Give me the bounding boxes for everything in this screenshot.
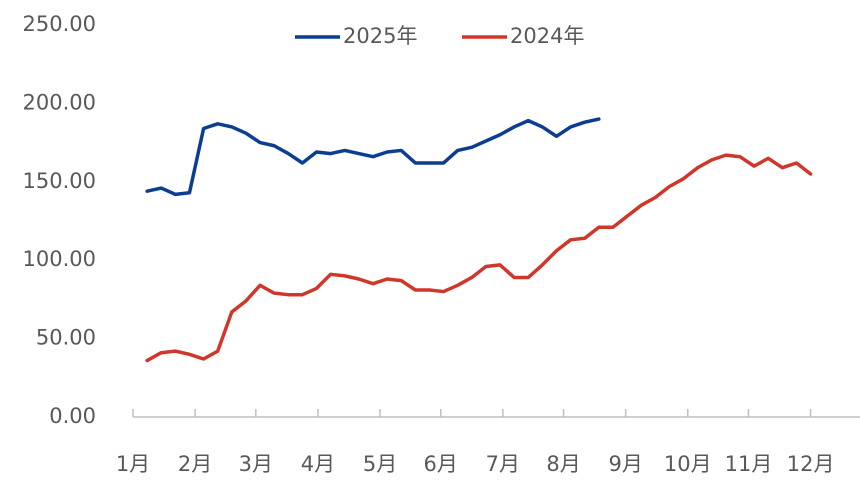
x-tick-label: 3月 bbox=[239, 452, 273, 476]
x-tick-label: 1月 bbox=[116, 452, 150, 476]
x-tick-label: 12月 bbox=[787, 452, 835, 476]
line bbox=[145, 153, 813, 363]
y-tick-label: 100.00 bbox=[23, 247, 96, 271]
x-tick-label: 8月 bbox=[546, 452, 580, 476]
y-tick-label: 50.00 bbox=[36, 326, 96, 350]
line bbox=[145, 117, 601, 197]
y-tick-label: 200.00 bbox=[23, 90, 96, 114]
x-tick-label: 9月 bbox=[608, 452, 642, 476]
x-tick-label: 4月 bbox=[301, 452, 335, 476]
x-tick-label: 2月 bbox=[178, 452, 212, 476]
legend-label: 2024年 bbox=[510, 24, 584, 48]
y-tick-label: 150.00 bbox=[23, 169, 96, 193]
x-tick-label: 10月 bbox=[664, 452, 712, 476]
legend-label: 2025年 bbox=[343, 24, 417, 48]
y-tick-label: 0.00 bbox=[49, 404, 96, 428]
x-tick-label: 6月 bbox=[424, 452, 458, 476]
x-tick-label: 7月 bbox=[486, 452, 520, 476]
y-tick-label: 250.00 bbox=[23, 12, 96, 36]
x-tick-label: 5月 bbox=[363, 452, 397, 476]
x-tick-label: 11月 bbox=[725, 452, 773, 476]
